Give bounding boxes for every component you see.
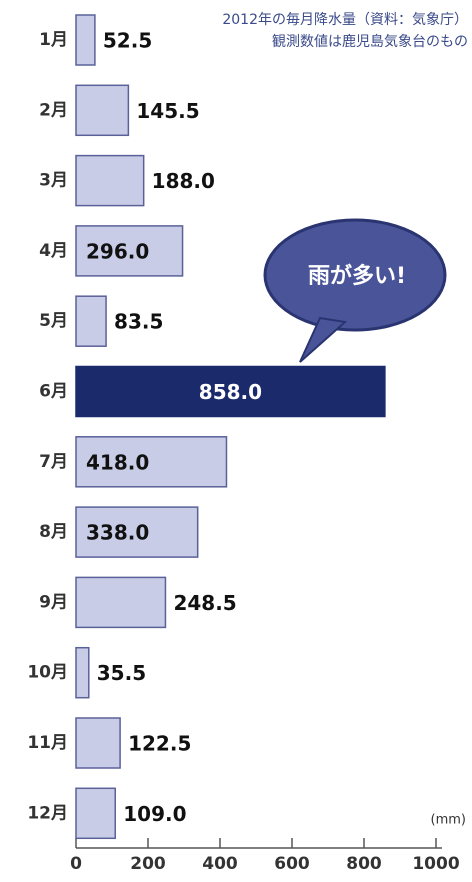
value-label: 122.5 [128,732,191,756]
x-tick-label: 0 [70,854,82,874]
bar [76,15,95,65]
y-tick-label: 2月 [39,100,68,120]
y-tick-label: 4月 [39,241,68,261]
bar [76,577,165,627]
value-label: 109.0 [123,802,186,826]
annotation: 2012年の毎月降水量（資料：気象庁） [222,12,468,28]
page: 2012年の毎月降水量（資料：気象庁） 観測数値は鹿児島気象台のもの 雨が多い!… [0,0,472,882]
y-tick-label: 1月 [39,30,68,50]
bar [76,296,106,346]
y-tick-label: 11月 [27,733,68,753]
bar [76,648,89,698]
value-label: 338.0 [86,521,149,545]
y-tick-label: 9月 [39,592,68,612]
value-label: 858.0 [199,380,262,404]
y-tick-label: 6月 [39,382,68,402]
value-label: 52.5 [103,29,152,53]
chart: 2012年の毎月降水量（資料：気象庁） 観測数値は鹿児島気象台のもの 雨が多い!… [0,0,472,882]
value-label: 418.0 [86,450,149,474]
value-label: 83.5 [114,310,163,334]
y-tick-label: 3月 [39,171,68,191]
bar [76,85,128,135]
bubble-tail [300,318,345,362]
callout-text: 雨が多い! [308,263,406,289]
bar [76,788,115,838]
value-label: 188.0 [152,169,215,193]
y-tick-label: 12月 [27,803,68,823]
bar [76,718,120,768]
value-label: 35.5 [97,661,146,685]
y-tick-label: 5月 [39,311,68,331]
value-label: 296.0 [86,239,149,263]
y-tick-label: 7月 [39,452,68,472]
annotation: 観測数値は鹿児島気象台のもの [272,33,468,50]
y-tick-label: 10月 [27,663,68,683]
unit-label: (mm) [431,813,466,828]
x-tick-label: 400 [202,854,238,874]
value-label: 248.5 [173,591,236,615]
x-tick-label: 200 [130,854,166,874]
x-tick-label: 800 [346,854,382,874]
x-tick-label: 1000 [412,854,459,874]
bar [76,156,144,206]
y-tick-label: 8月 [39,522,68,542]
x-tick-label: 600 [274,854,310,874]
speech-bubble: 雨が多い! [265,220,445,362]
value-label: 145.5 [136,99,199,123]
